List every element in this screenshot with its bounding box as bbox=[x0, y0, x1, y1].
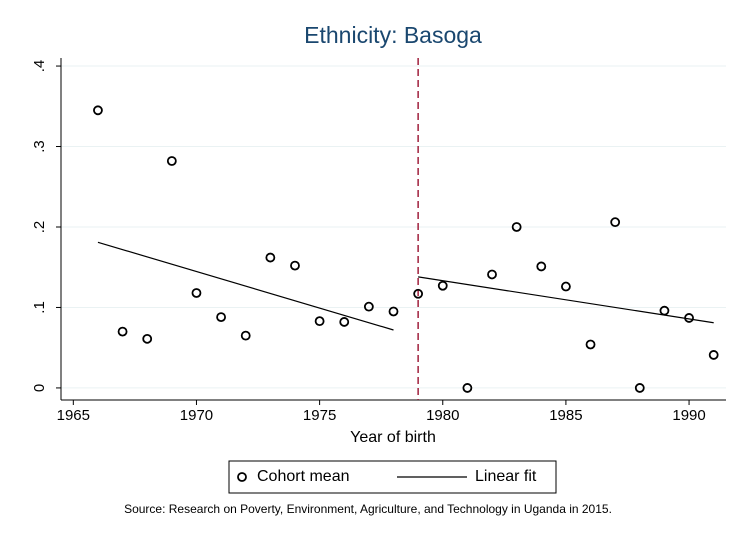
point bbox=[240, 330, 251, 341]
point bbox=[511, 222, 522, 232]
point bbox=[339, 317, 350, 327]
point bbox=[487, 269, 497, 280]
point bbox=[265, 252, 276, 263]
point bbox=[142, 333, 153, 344]
point bbox=[117, 326, 128, 337]
chart-title: Ethnicity: Basoga bbox=[304, 22, 482, 48]
y-tick-label: .3 bbox=[31, 140, 48, 153]
x-tick-label: 1975 bbox=[303, 407, 336, 424]
source-note: Source: Research on Poverty, Environment… bbox=[124, 502, 612, 516]
point bbox=[216, 312, 226, 323]
y-tick-label: 0 bbox=[31, 384, 48, 392]
point bbox=[536, 261, 547, 272]
point bbox=[462, 383, 473, 393]
fit-line bbox=[418, 276, 714, 324]
point bbox=[93, 105, 103, 116]
point bbox=[166, 156, 177, 166]
point bbox=[388, 306, 399, 317]
point bbox=[191, 288, 202, 298]
point bbox=[585, 339, 596, 350]
point bbox=[290, 260, 300, 271]
x-tick-label: 1980 bbox=[426, 407, 459, 424]
point bbox=[363, 301, 374, 312]
point bbox=[561, 281, 571, 292]
legend-label: Cohort mean bbox=[257, 468, 350, 485]
point bbox=[314, 316, 325, 327]
point bbox=[610, 217, 621, 228]
legend-label: Linear fit bbox=[475, 468, 537, 485]
x-tick-label: 1985 bbox=[549, 407, 582, 424]
x-axis-label: Year of birth bbox=[350, 429, 436, 446]
x-tick-label: 1965 bbox=[57, 407, 90, 424]
x-tick-label: 1990 bbox=[672, 407, 705, 424]
point bbox=[708, 350, 719, 360]
x-tick-label: 1970 bbox=[180, 407, 213, 424]
legend-marker bbox=[237, 472, 247, 482]
y-tick-label: .1 bbox=[31, 301, 48, 314]
y-tick-label: .2 bbox=[31, 221, 48, 234]
y-tick-label: .4 bbox=[31, 60, 48, 73]
point bbox=[413, 288, 424, 299]
point bbox=[437, 280, 448, 291]
legend-box bbox=[228, 460, 557, 494]
point bbox=[634, 383, 645, 393]
fit-line bbox=[97, 241, 394, 331]
